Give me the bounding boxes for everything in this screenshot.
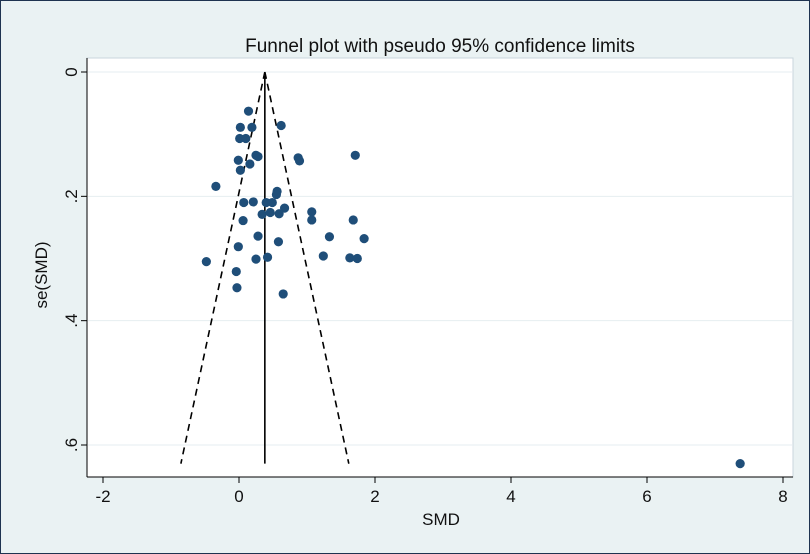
axes: [86, 58, 793, 478]
x-axis-ticks: -2 0 2 4 6 8: [95, 477, 788, 506]
data-point-32: [273, 237, 284, 247]
data-point-28: [238, 215, 248, 226]
data-point-13: [235, 165, 245, 175]
data-point-39: [201, 257, 211, 267]
data-point-9: [350, 150, 360, 160]
y-tick-label-2: .4: [62, 314, 81, 328]
data-point-22: [307, 207, 317, 217]
data-point-29: [253, 231, 263, 241]
data-point-30: [324, 232, 335, 242]
data-point-2: [235, 122, 245, 132]
data-point-1: [276, 120, 286, 131]
x-axis-label: SMD: [422, 510, 460, 529]
data-point-16: [271, 189, 281, 200]
data-point-25: [274, 209, 284, 219]
data-point-12: [245, 159, 255, 169]
data-point-19: [248, 197, 258, 207]
data-point-10: [233, 155, 243, 165]
data-point-40: [231, 266, 241, 277]
x-tick-label-0: -2: [95, 487, 110, 506]
chart-title: Funnel plot with pseudo 95% confidence l…: [245, 36, 635, 57]
data-point-7: [253, 151, 263, 162]
data-point-43: [735, 459, 745, 469]
lower-confidence-limit: [180, 71, 266, 464]
data-points: [201, 106, 745, 469]
x-tick-label-1: 0: [234, 487, 243, 506]
grid-lines: [88, 71, 792, 446]
data-point-11: [294, 156, 305, 166]
data-point-3: [247, 122, 257, 132]
y-tick-label-3: .6: [62, 438, 81, 452]
y-axis-ticks: 0 .2 .4 .6: [62, 67, 87, 452]
data-point-31: [359, 234, 369, 244]
data-point-20: [267, 197, 277, 208]
data-point-38: [251, 254, 261, 264]
data-point-33: [233, 242, 243, 252]
y-axis-label: se(SMD): [32, 241, 51, 308]
y-tick-label-0: 0: [62, 67, 81, 76]
plot-area: [86, 57, 794, 478]
upper-confidence-limit: [264, 71, 350, 464]
x-tick-label-5: 8: [778, 487, 787, 506]
x-tick-label-3: 4: [506, 487, 515, 506]
data-point-35: [345, 253, 355, 263]
data-point-14: [211, 181, 221, 191]
data-point-41: [232, 283, 242, 293]
data-point-27: [348, 215, 358, 225]
data-point-42: [278, 289, 288, 299]
y-tick-label-1: .2: [62, 189, 81, 203]
data-point-5: [241, 133, 251, 144]
data-point-24: [265, 207, 275, 218]
data-point-0: [243, 106, 254, 116]
data-point-36: [352, 253, 362, 264]
data-point-37: [262, 252, 273, 262]
confidence-funnel: [180, 71, 350, 464]
data-point-26: [307, 215, 317, 225]
data-point-23: [257, 209, 267, 219]
data-point-34: [318, 251, 328, 261]
data-point-18: [239, 197, 249, 208]
x-tick-label-2: 2: [370, 487, 379, 506]
x-tick-label-4: 6: [642, 487, 651, 506]
